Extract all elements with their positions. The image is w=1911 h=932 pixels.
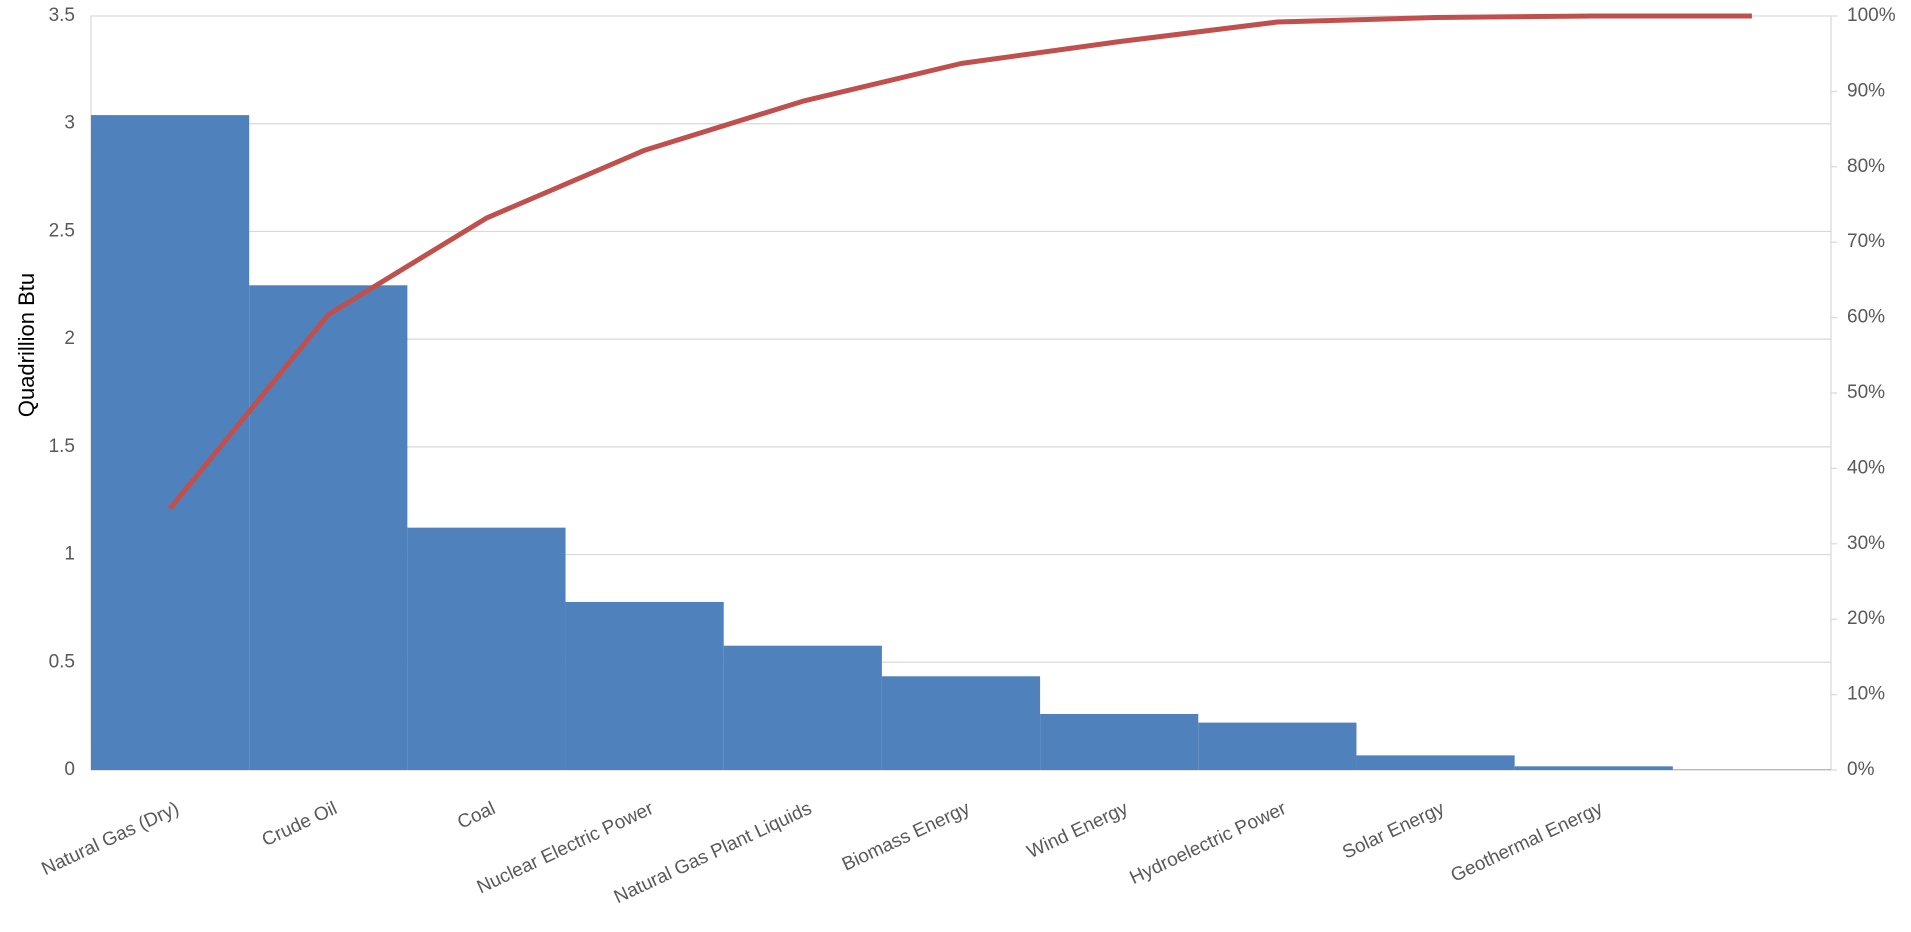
y2-tick-label: 70% xyxy=(1847,231,1885,252)
bar xyxy=(249,285,408,770)
bar xyxy=(1198,722,1357,770)
bar xyxy=(723,645,882,770)
x-tick-label: Solar Energy xyxy=(1339,798,1448,864)
y2-tick-label: 90% xyxy=(1847,80,1885,101)
x-tick-label: Wind Energy xyxy=(1024,798,1132,863)
y2-tick-label: 50% xyxy=(1847,382,1885,403)
y-tick-label: 0 xyxy=(64,759,75,780)
y-tick-label: 1 xyxy=(64,544,75,565)
bar xyxy=(881,676,1041,770)
y-tick-label: 3.5 xyxy=(49,5,75,26)
x-tick-label: Crude Oil xyxy=(259,798,341,851)
bar xyxy=(565,601,724,770)
y2-tick-label: 40% xyxy=(1847,457,1885,478)
y-tick-label: 3 xyxy=(64,113,75,134)
y-tick-label: 0.5 xyxy=(49,651,75,672)
x-tick-label: Geothermal Energy xyxy=(1448,798,1607,887)
y2-tick-label: 0% xyxy=(1847,759,1875,780)
bar xyxy=(407,527,566,770)
y2-tick-label: 20% xyxy=(1847,608,1885,629)
bar xyxy=(1040,713,1199,770)
y-axis-label: Quadrillion Btu xyxy=(14,273,39,417)
y-tick-label: 1.5 xyxy=(49,436,75,457)
y-tick-label: 2.5 xyxy=(49,220,75,241)
y2-tick-label: 80% xyxy=(1847,156,1885,177)
x-tick-label: Natural Gas (Dry) xyxy=(39,798,183,880)
x-tick-label: Hydroelectric Power xyxy=(1127,798,1291,889)
y2-tick-label: 60% xyxy=(1847,307,1885,328)
cumulative-line xyxy=(168,13,1752,510)
bar xyxy=(1514,766,1673,770)
x-tick-label: Coal xyxy=(454,798,498,834)
y2-tick-label: 100% xyxy=(1847,5,1896,26)
y-tick-label: 2 xyxy=(64,328,75,349)
y2-tick-label: 30% xyxy=(1847,533,1885,554)
x-tick-label: Biomass Energy xyxy=(839,798,974,876)
y2-tick-label: 10% xyxy=(1847,684,1885,705)
bar xyxy=(1356,755,1515,770)
